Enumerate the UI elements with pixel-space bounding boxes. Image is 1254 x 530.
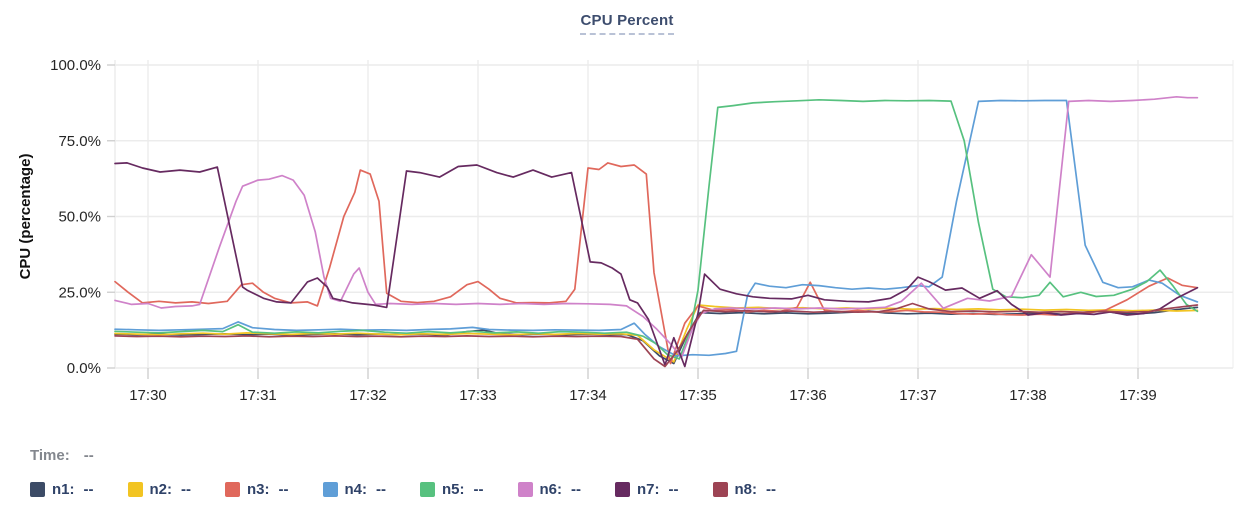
chart-title-text: CPU Percent: [580, 12, 674, 35]
x-tick-label: 17:30: [129, 387, 167, 404]
series-line-n3[interactable]: [114, 162, 1199, 365]
x-tick-label: 17:38: [1009, 387, 1047, 404]
legend-item-n5[interactable]: n5: --: [420, 481, 484, 498]
legend-item-n3[interactable]: n3: --: [225, 481, 289, 498]
y-tick-label: 25.0%: [58, 284, 101, 301]
legend-value-n3: --: [278, 481, 289, 498]
legend-swatch-n2: [127, 482, 143, 497]
series-line-n1[interactable]: [114, 306, 1199, 365]
y-tick-label: 100.0%: [50, 57, 101, 74]
x-tick-label: 17:33: [459, 387, 497, 404]
legend-item-n7[interactable]: n7: --: [615, 481, 679, 498]
legend-swatch-n7: [615, 482, 630, 497]
legend-swatch-n3: [225, 482, 240, 497]
x-tick-label: 17:37: [899, 387, 937, 404]
series-line-n6[interactable]: [114, 95, 1199, 359]
x-tick-label: 17:34: [569, 387, 607, 404]
legend-label-n7: n7:: [637, 481, 660, 498]
legend-value-n4: --: [376, 481, 386, 498]
hover-time-readout: Time: --: [30, 447, 94, 464]
series-line-n4[interactable]: [114, 99, 1199, 357]
legend-label-n8: n8:: [734, 481, 758, 498]
legend-value-n8: --: [766, 481, 776, 498]
series-line-n5[interactable]: [114, 98, 1199, 360]
legend-value-n6: --: [571, 481, 581, 498]
y-axis-title: CPU (percentage): [17, 154, 34, 280]
y-tick-label: 0.0%: [67, 360, 101, 377]
legend-label-n1: n1:: [52, 481, 75, 498]
legend-label-n2: n2:: [149, 481, 173, 498]
series-line-n7[interactable]: [114, 162, 1199, 368]
legend-swatch-n6: [517, 482, 533, 497]
legend-item-n2[interactable]: n2: --: [127, 481, 191, 498]
x-tick-label: 17:39: [1119, 387, 1157, 404]
series-line-n2[interactable]: [114, 304, 1199, 363]
legend-item-n8[interactable]: n8: --: [712, 481, 776, 498]
legend-label-n4: n4:: [344, 481, 368, 498]
legend-label-n5: n5:: [442, 481, 465, 498]
y-tick-label: 50.0%: [58, 209, 101, 226]
cpu-percent-chart[interactable]: 0.0% 25.0% 50.0% 75.0% 100.0% 17:30 17:31 17:32…: [0, 0, 1254, 430]
legend-value-n1: --: [83, 481, 94, 498]
chart-legend: n1: -- n2: -- n3: -- n4: -- n5: -- n6: -- n7: -- n8: --: [30, 481, 776, 498]
legend-label-n6: n6:: [539, 481, 563, 498]
legend-value-n7: --: [668, 481, 679, 498]
legend-swatch-n1: [30, 482, 45, 497]
x-tick-label: 17:32: [349, 387, 387, 404]
time-label: Time:: [30, 447, 70, 464]
legend-item-n6[interactable]: n6: --: [517, 481, 581, 498]
legend-swatch-n8: [712, 482, 728, 497]
series-line-n8[interactable]: [114, 302, 1199, 368]
legend-swatch-n4: [322, 482, 338, 497]
x-tick-label: 17:35: [679, 387, 717, 404]
x-tick-label: 17:31: [239, 387, 277, 404]
chart-title: CPU Percent: [0, 12, 1254, 35]
x-tick-label: 17:36: [789, 387, 827, 404]
y-tick-label: 75.0%: [58, 133, 101, 150]
time-value: --: [83, 447, 94, 464]
legend-label-n3: n3:: [247, 481, 270, 498]
legend-value-n2: --: [181, 481, 191, 498]
legend-item-n1[interactable]: n1: --: [30, 481, 94, 498]
legend-swatch-n5: [420, 482, 435, 497]
legend-item-n4[interactable]: n4: --: [322, 481, 386, 498]
legend-value-n5: --: [473, 481, 484, 498]
